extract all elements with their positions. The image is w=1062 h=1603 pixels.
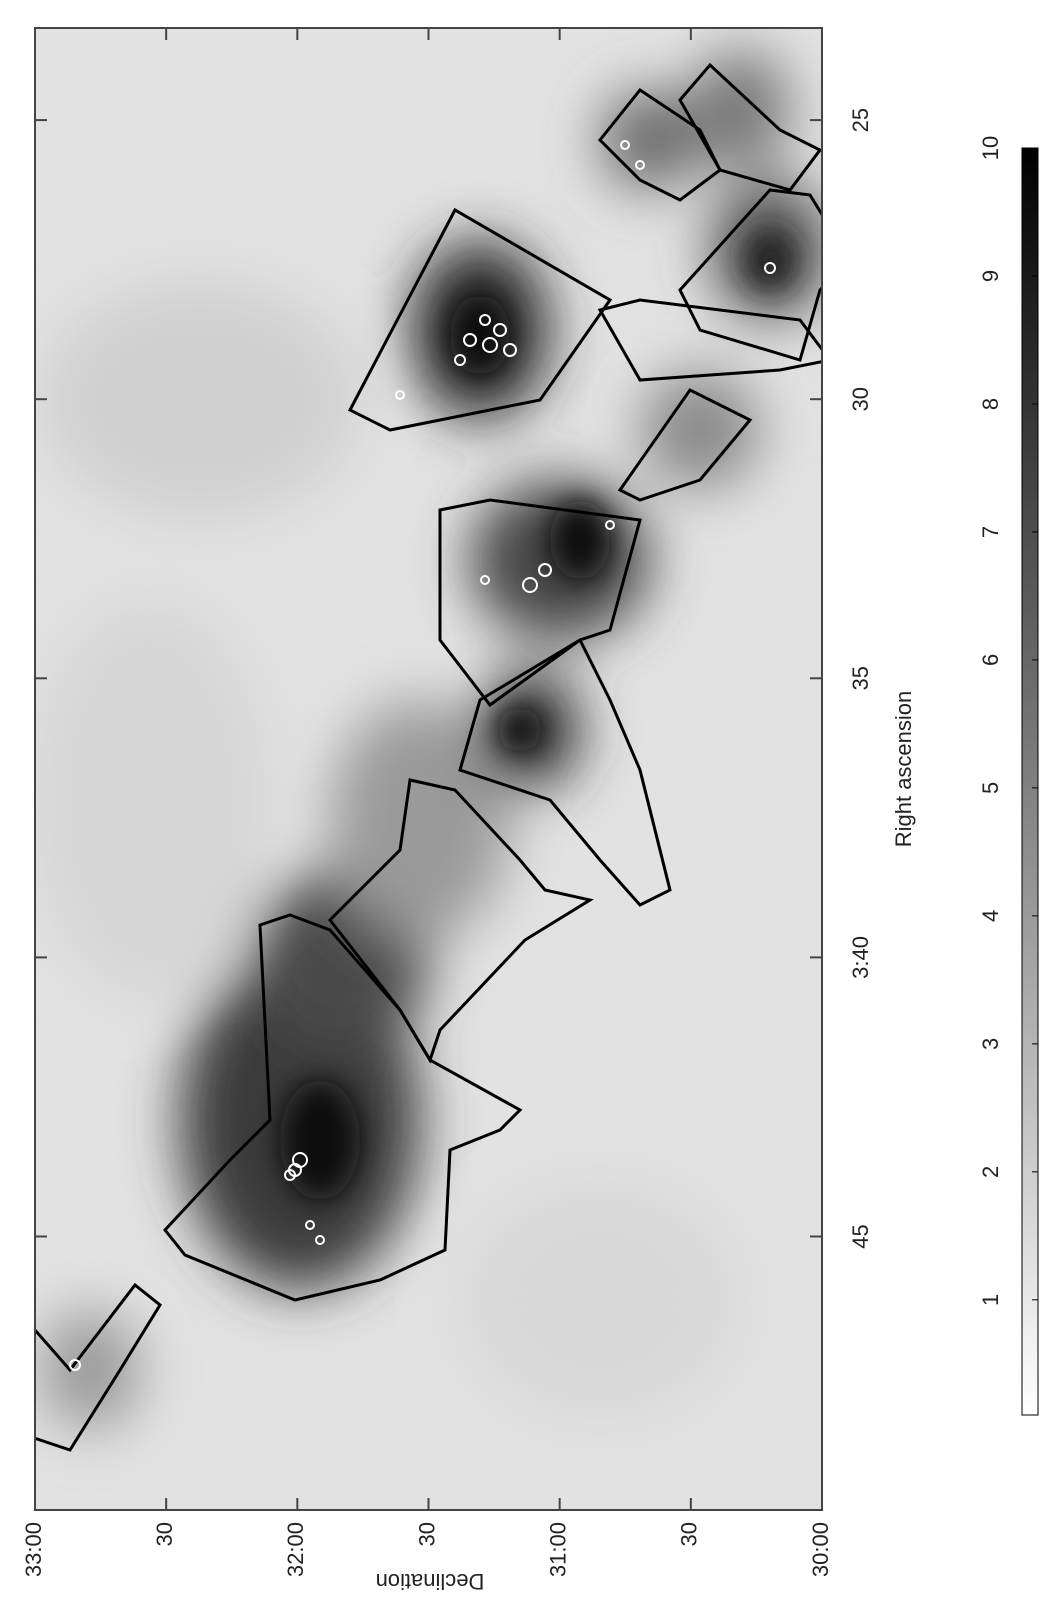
contour: [458, 637, 672, 907]
y-tick-label: 30: [414, 1522, 439, 1546]
colorbar-tick-label: 4: [978, 910, 1003, 922]
x-axis-label: Right ascension: [891, 691, 916, 848]
contour: [35, 1282, 162, 1452]
contour: [678, 188, 822, 362]
contour: [617, 388, 753, 502]
y-tick-label: 30: [677, 1522, 702, 1546]
x-tick-label: 3:40: [848, 936, 873, 979]
x-tick-label: 30: [848, 387, 873, 411]
colorbar-tick-label: 6: [978, 654, 1003, 666]
region-contours: [35, 62, 822, 1452]
y-tick-label: 30: [152, 1522, 177, 1546]
colorbar-tick-label: 2: [978, 1166, 1003, 1178]
x-tick-label: 45: [848, 1224, 873, 1248]
colorbar-tick-label: 7: [978, 526, 1003, 538]
colorbar-tick-label: 1: [978, 1294, 1003, 1306]
colorbar-tick-label: 10: [978, 136, 1003, 160]
contour: [597, 298, 822, 382]
colorbar-tick-label: 3: [978, 1038, 1003, 1050]
extinction-map: [35, 28, 822, 1510]
y-tick-label: 30:00: [808, 1522, 833, 1577]
contour: [163, 913, 523, 1302]
contour: [678, 62, 822, 192]
y-tick-label: 32:00: [283, 1522, 308, 1577]
contour: [347, 207, 613, 432]
y-axis-label: Declination: [376, 1569, 485, 1594]
plot: Right ascension Declination 453:40353025…: [21, 27, 1039, 1594]
colorbar: [1021, 147, 1039, 1416]
contour: [438, 498, 642, 708]
y-tick-label: 33:00: [21, 1522, 46, 1577]
y-tick-label: 31:00: [545, 1522, 570, 1577]
x-tick-label: 25: [848, 108, 873, 132]
map-shading: [35, 50, 822, 1430]
x-tick-label: 35: [848, 666, 873, 690]
colorbar-tick-label: 5: [978, 782, 1003, 794]
contour: [328, 778, 594, 1064]
colorbar-tick-label: 8: [978, 398, 1003, 410]
colorbar-tick-label: 9: [978, 270, 1003, 282]
source-markers: [69, 140, 776, 1371]
